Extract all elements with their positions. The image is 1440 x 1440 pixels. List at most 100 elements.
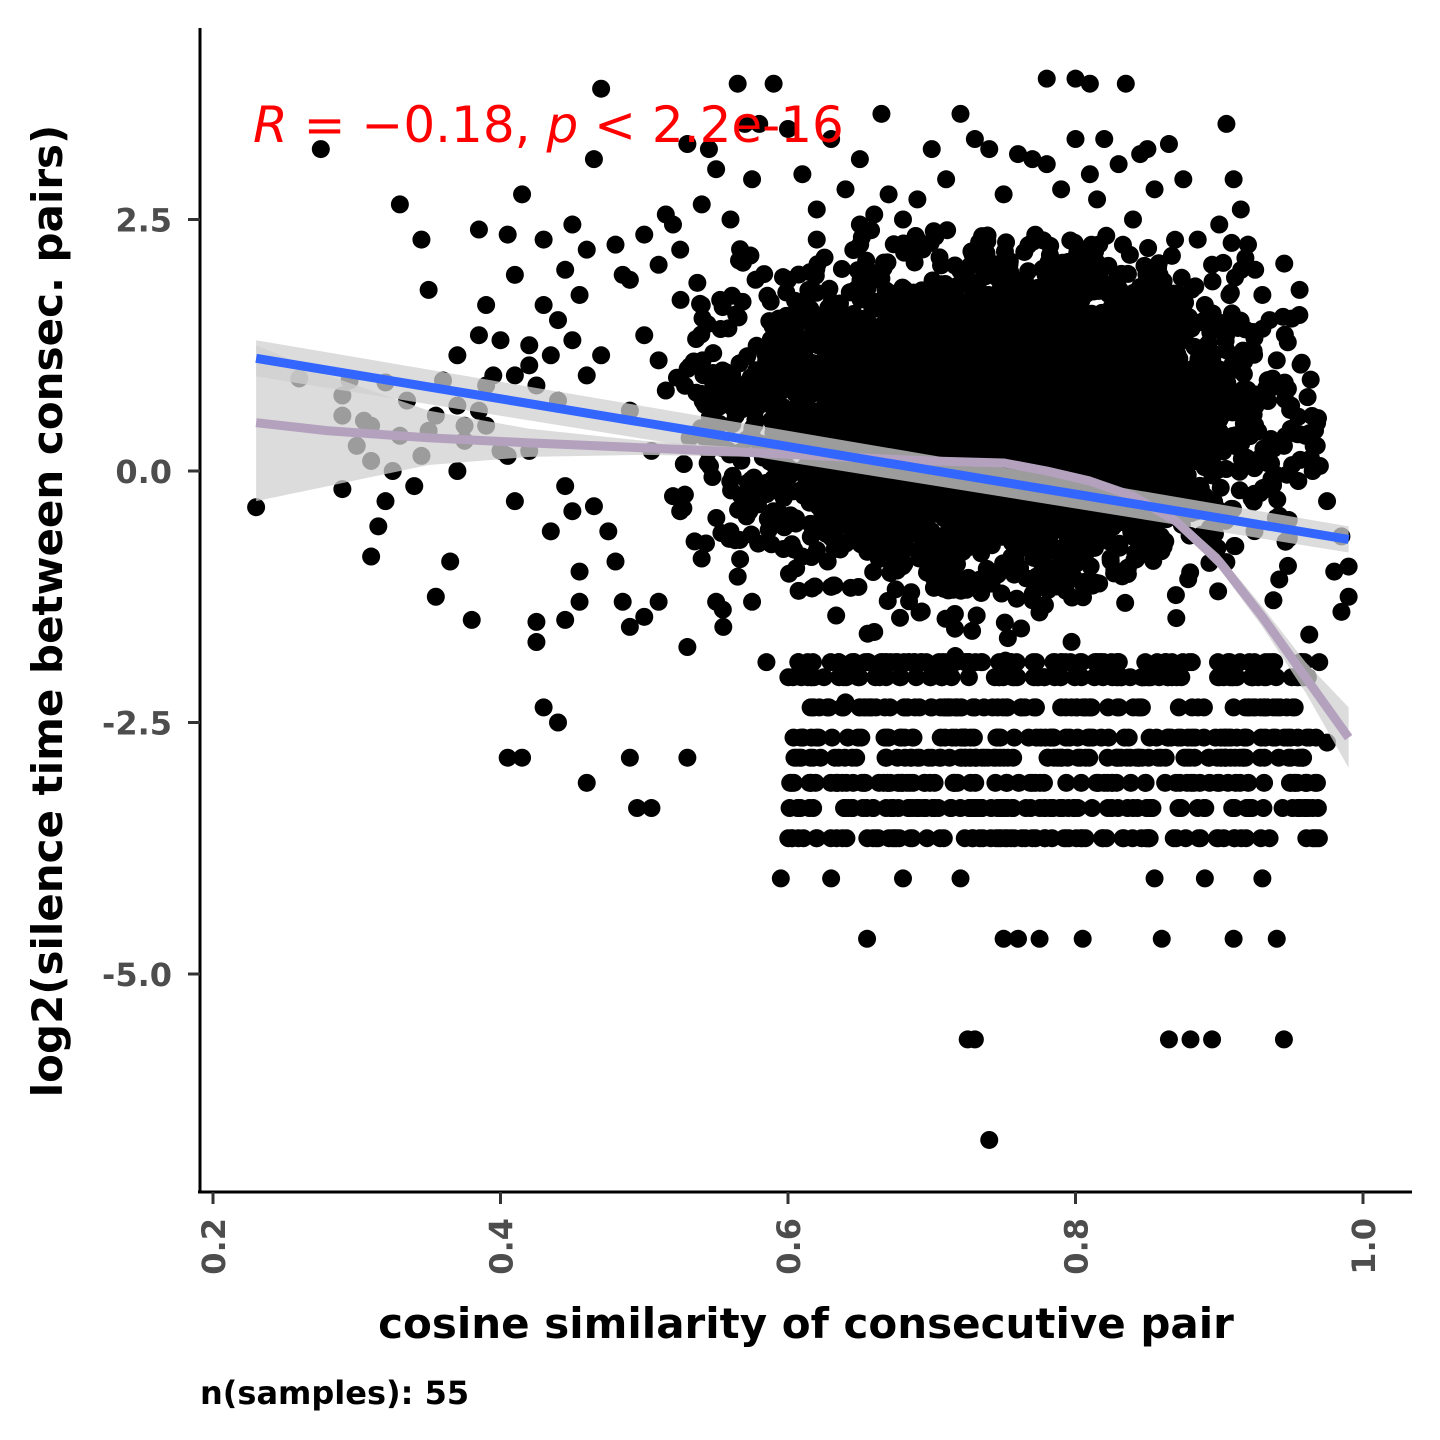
scatter-point (988, 565, 1007, 584)
scatter-point (1258, 371, 1277, 390)
scatter-point (498, 225, 517, 244)
scatter-point (807, 200, 826, 219)
scatter-point (704, 344, 723, 363)
scatter-point (1217, 114, 1236, 133)
scatter-point (1332, 602, 1351, 621)
scatter-point (832, 259, 851, 278)
scatter-point (945, 604, 964, 623)
scatter-point (967, 606, 986, 625)
scatter-point (1179, 570, 1198, 589)
scatter-point (693, 309, 712, 328)
scatter-point (1209, 582, 1228, 601)
scatter-point (1253, 285, 1272, 304)
scatter-point (671, 240, 690, 259)
scatter-point (635, 326, 654, 345)
scatter-point (1234, 341, 1253, 360)
scatter-point (1181, 482, 1200, 501)
scatter-point (527, 612, 546, 631)
scatter-point (1282, 309, 1301, 328)
scatter-point (704, 378, 723, 397)
scatter-point (1308, 409, 1327, 428)
scatter-point (793, 165, 812, 184)
scatter-point (491, 331, 510, 350)
scatter-point (720, 388, 739, 407)
scatter-point (1186, 277, 1205, 296)
scatter-point (477, 296, 496, 315)
scatter-point (1232, 260, 1251, 279)
scatter-point (1270, 570, 1289, 589)
scatter-point (1012, 619, 1031, 638)
scatter-point (1124, 210, 1142, 229)
scatter-point (678, 135, 697, 154)
scatter-point (771, 869, 790, 888)
scatter-point (1126, 543, 1145, 562)
scatter-point (1030, 314, 1049, 333)
scatter-point (1211, 478, 1230, 497)
scatter-point (929, 540, 948, 559)
scatter-point (549, 713, 567, 732)
scatter-point (405, 477, 424, 496)
scatter-point (972, 583, 991, 602)
scatter-point (1195, 869, 1214, 888)
scatter-point (570, 592, 589, 611)
scatter-point (1301, 370, 1320, 389)
scatter-point (869, 520, 888, 539)
scatter-point (1135, 256, 1154, 275)
scatter-point (606, 235, 625, 254)
scatter-point (419, 280, 438, 299)
scatter-point (1228, 318, 1247, 337)
scatter-point (899, 506, 918, 525)
scatter-point (1224, 929, 1243, 948)
scatter-point (1131, 145, 1150, 164)
scatter-point (362, 547, 381, 566)
scatter-point (441, 552, 460, 571)
scatter-point (824, 576, 843, 595)
scatter-point (849, 529, 868, 548)
scatter-point (1037, 69, 1056, 88)
scatter-point (577, 773, 596, 792)
scatter-point (1220, 286, 1239, 305)
scatter-point (1024, 523, 1043, 542)
scatter-point (1002, 547, 1021, 566)
scatter-point (1239, 235, 1257, 254)
scatter-point (1090, 574, 1109, 593)
scatter-point (635, 225, 654, 244)
scatter-point (965, 130, 984, 149)
scatter-point (802, 579, 821, 598)
scatter-point (787, 559, 806, 578)
scatter-point (762, 535, 781, 554)
scatter-point (570, 285, 589, 304)
scatter-point (878, 591, 897, 610)
scatter-point (902, 583, 921, 602)
scatter-point (822, 869, 841, 888)
scatter-point (865, 205, 884, 224)
scatter-point (714, 617, 733, 636)
scatter-point (692, 195, 711, 214)
scatter-point (803, 353, 822, 372)
scatter-point (995, 613, 1014, 632)
scatter-point (959, 338, 978, 357)
scatter-point (841, 578, 860, 597)
scatter-point (1274, 1030, 1293, 1049)
scatter-point (974, 266, 993, 285)
scatter-point (1095, 130, 1114, 149)
scatter-point (1224, 170, 1243, 189)
scatter-point (1118, 515, 1137, 534)
scatter-point (759, 520, 778, 539)
scatter-point (1278, 556, 1297, 575)
scatter-point (730, 354, 749, 373)
scatter-point (973, 514, 992, 533)
scatter-point (1162, 246, 1181, 265)
scatter-point (945, 619, 964, 638)
scatter-point (1267, 929, 1286, 948)
scatter-point (649, 351, 668, 370)
scatter-point (1081, 557, 1100, 576)
scatter-point (940, 318, 959, 337)
scatter-points (247, 69, 1358, 1149)
scatter-point (376, 492, 395, 511)
scatter-point (1307, 436, 1326, 455)
scatter-point (1066, 69, 1085, 88)
scatter-point (1275, 254, 1294, 273)
scatter-point (1222, 233, 1241, 252)
